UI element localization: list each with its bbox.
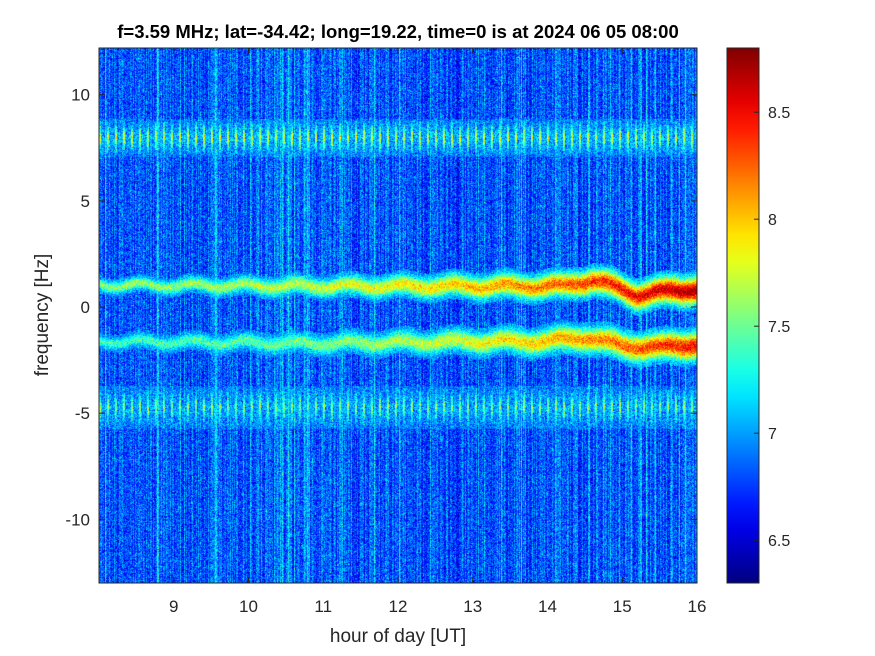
colorbar: [727, 48, 759, 583]
x-tick-label: 11: [314, 597, 332, 616]
colorbar-tick-label: 8: [768, 212, 777, 229]
colorbar-frame: [726, 47, 760, 584]
colorbar-tick-label: 6.5: [768, 533, 790, 550]
spectrogram-raster: [99, 48, 697, 583]
spectrogram-image: [99, 48, 697, 583]
x-axis-label: hour of day [UT]: [330, 626, 466, 647]
x-axis: 9 10 11 12 13 14 15 16: [169, 48, 706, 616]
x-tick-label: 15: [613, 597, 632, 616]
x-tick-label: 13: [463, 597, 482, 616]
y-tick-label: -5: [75, 404, 90, 423]
colorbar-axis: 8.5 8 7.5 7 6.5: [754, 105, 790, 550]
colorbar-tick-label: 8.5: [768, 105, 790, 122]
x-tick-label: 10: [239, 597, 258, 616]
y-axis: 10 5 0 -5 -10: [65, 86, 697, 529]
y-tick-label: 0: [81, 298, 90, 317]
colorbar-tick-label: 7: [768, 426, 777, 443]
y-tick-label: 5: [81, 192, 90, 211]
chart-title: f=3.59 MHz; lat=-34.42; long=19.22, time…: [117, 21, 678, 42]
y-tick-label: 10: [71, 86, 90, 105]
x-tick-label: 9: [169, 597, 178, 616]
y-tick-label: -10: [65, 510, 90, 529]
x-tick-label: 16: [688, 597, 707, 616]
y-axis-label: frequency [Hz]: [32, 254, 53, 377]
colorbar-tick-label: 7.5: [768, 319, 790, 336]
x-tick-label: 14: [538, 597, 557, 616]
x-tick-label: 12: [389, 597, 408, 616]
